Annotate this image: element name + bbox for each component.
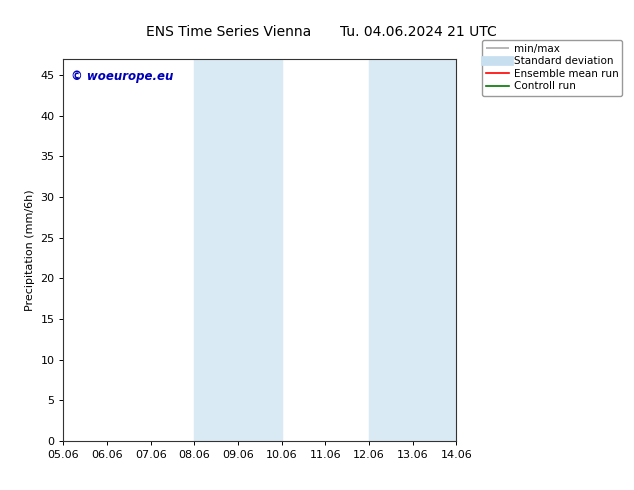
Bar <box>238 59 281 441</box>
Y-axis label: Precipitation (mm/6h): Precipitation (mm/6h) <box>25 189 35 311</box>
Text: ENS Time Series Vienna: ENS Time Series Vienna <box>146 24 311 39</box>
Bar <box>195 59 238 441</box>
Text: © woeurope.eu: © woeurope.eu <box>71 70 174 83</box>
Text: Tu. 04.06.2024 21 UTC: Tu. 04.06.2024 21 UTC <box>340 24 497 39</box>
Legend: min/max, Standard deviation, Ensemble mean run, Controll run: min/max, Standard deviation, Ensemble me… <box>482 40 623 96</box>
Bar <box>369 59 413 441</box>
Bar <box>413 59 456 441</box>
